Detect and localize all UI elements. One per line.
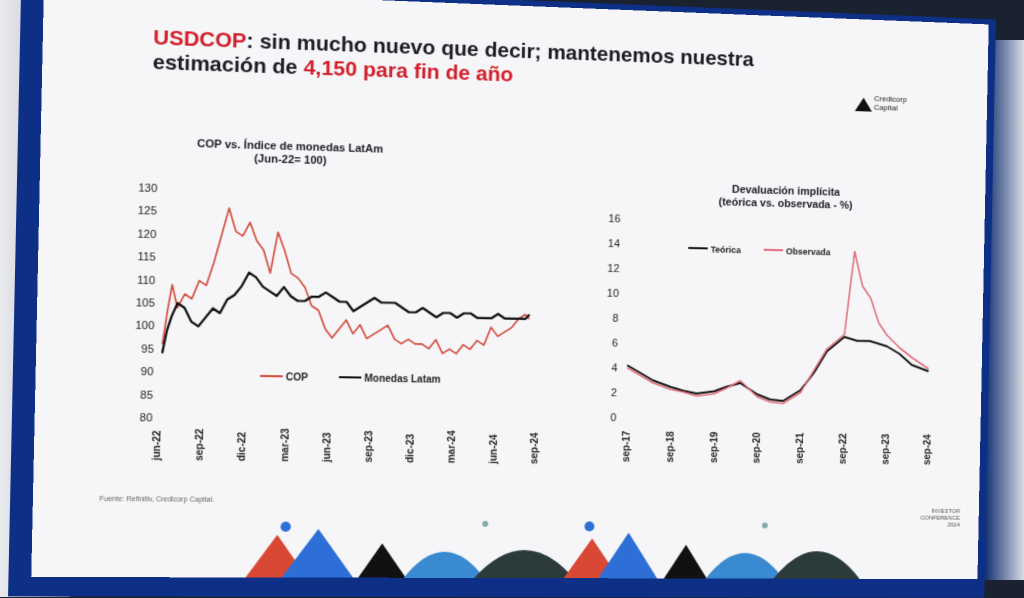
left-y-tick-label: 95 (141, 343, 154, 355)
legend-label-monedas-latam: Monedas Latam (364, 374, 440, 386)
right-x-tick-label: sep-18 (665, 431, 676, 463)
right-y-tick-label: 12 (607, 263, 619, 275)
right-x-tick-label: sep-19 (709, 431, 720, 463)
slide-title: USDCOP: sin mucho nuevo que decir; mante… (152, 26, 841, 99)
right-y-tick-label: 6 (612, 338, 618, 350)
right-x-tick-label: sep-21 (795, 432, 806, 464)
left-x-tick-label: mar-24 (447, 430, 459, 463)
deco-arc-dark-2 (773, 551, 860, 579)
cop-vs-latam-chart: 80 85 90 95 100 105 110 115 120 125 130 jun-22 sep-2… (75, 163, 572, 516)
legend-label-cop: COP (286, 372, 309, 383)
left-x-tick-label: jun-23 (322, 432, 334, 463)
source-note: Fuente: Refinitiv, Credicorp Capital. (99, 496, 214, 504)
right-y-tick-label: 8 (612, 313, 618, 325)
left-x-tick-label: jun-24 (488, 434, 499, 465)
left-y-tick-label: 90 (141, 366, 154, 378)
right-x-tick-label: sep-24 (923, 434, 934, 465)
logo-line-2: Capital (874, 103, 907, 113)
deco-triangle-blue-2 (598, 532, 658, 578)
left-x-tick-label: sep-22 (195, 428, 207, 461)
right-y-tick-label: 0 (610, 412, 616, 424)
right-y-tick-label: 4 (611, 363, 617, 375)
series-line-teorica (627, 333, 930, 403)
deco-arc-blue (404, 552, 485, 578)
legend-label-teorica: Teórica (711, 245, 742, 255)
right-x-tick-label: sep-23 (881, 433, 892, 464)
legend-label-observada: Observada (786, 246, 832, 257)
left-y-tick-label: 120 (137, 228, 156, 241)
left-x-tick-label: sep-24 (529, 432, 540, 464)
slide-title-prefix: USDCOP (153, 26, 247, 53)
left-y-tick-label: 110 (137, 274, 156, 287)
left-y-tick-label: 85 (140, 389, 153, 401)
right-x-tick-label: sep-17 (621, 430, 632, 462)
decorative-shapes-footer (31, 513, 978, 579)
deco-dot-4 (762, 522, 768, 528)
series-line-observada (626, 246, 931, 405)
right-x-tick-label: sep-22 (838, 433, 849, 464)
left-x-tick-label: sep-23 (364, 430, 376, 462)
left-y-tick-label: 130 (138, 182, 157, 195)
series-line-cop (162, 207, 531, 355)
deco-triangle-black (358, 543, 406, 577)
left-x-tick-label: dic-22 (237, 431, 249, 461)
logo-text: Credicorp Capital (874, 94, 907, 113)
presentation-slide: USDCOP: sin mucho nuevo que decir; mante… (31, 0, 988, 579)
right-y-tick-label: 10 (607, 288, 619, 300)
left-y-tick-label: 100 (135, 320, 154, 332)
deco-triangle-black-2 (664, 545, 708, 579)
left-x-tick-label: dic-23 (405, 433, 417, 463)
left-chart-title: COP vs. Índice de monedas LatAm (Jun-22=… (166, 137, 413, 171)
right-y-tick-label: 14 (608, 238, 620, 250)
left-y-tick-label: 125 (138, 205, 157, 218)
left-y-tick-label: 115 (137, 251, 156, 264)
right-y-tick-label: 16 (608, 213, 620, 225)
right-y-tick-label: 2 (611, 387, 617, 399)
deco-arc-dark (474, 550, 574, 578)
deco-triangle-blue (282, 529, 355, 578)
credicorp-logo: Credicorp Capital (855, 93, 931, 121)
deco-dot-1 (280, 522, 290, 532)
left-y-tick-label: 105 (136, 297, 155, 310)
left-x-tick-label: mar-23 (280, 428, 292, 462)
left-y-tick-label: 80 (140, 412, 153, 424)
deco-dot-2 (584, 521, 594, 531)
deco-arc-blue-2 (706, 553, 784, 579)
deco-dot-3 (482, 521, 488, 527)
right-x-tick-label: sep-20 (752, 432, 763, 464)
devaluation-chart: 0 2 4 6 8 10 12 14 16 sep-17 sep-18 sep-19 sep-20 sep… (575, 198, 966, 510)
left-x-tick-label: jun-22 (152, 430, 164, 462)
series-line-monedas-latam (162, 271, 530, 360)
logo-mark-icon (855, 97, 872, 111)
